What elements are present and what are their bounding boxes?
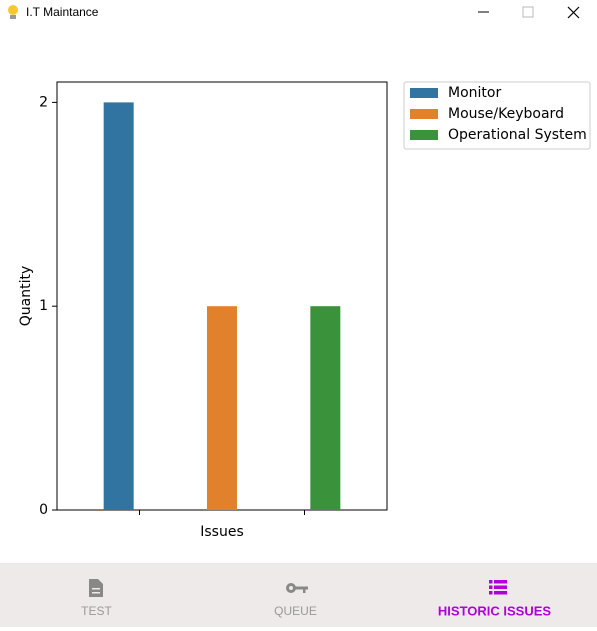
window-title: I.T Maintance bbox=[26, 5, 99, 19]
y-axis-label: Quantity bbox=[18, 266, 34, 327]
historic-icon bbox=[489, 580, 507, 595]
legend-label: Monitor bbox=[448, 85, 501, 101]
bar bbox=[207, 306, 237, 510]
chart: 0 1 2 Issues Quantity Monitor Mouse/Keyboard Op… bbox=[18, 81, 591, 540]
legend-swatch bbox=[410, 130, 438, 140]
tab-label[interactable]: HISTORIC ISSUES bbox=[438, 603, 552, 618]
bar bbox=[103, 102, 134, 510]
maximize-button[interactable] bbox=[522, 6, 534, 18]
legend-swatch bbox=[410, 109, 438, 119]
legend-label: Operational System bbox=[448, 127, 587, 143]
test-icon bbox=[89, 579, 103, 597]
bar bbox=[310, 306, 341, 510]
y-tick-label: 0 bbox=[39, 502, 48, 518]
legend-box bbox=[403, 81, 591, 150]
legend-label: Mouse/Keyboard bbox=[448, 106, 564, 122]
y-tick-label: 1 bbox=[39, 298, 48, 314]
y-tick-label: 2 bbox=[39, 94, 48, 110]
app-icon bbox=[8, 5, 18, 19]
queue-icon bbox=[286, 583, 308, 593]
tab-label[interactable]: TEST bbox=[81, 604, 112, 618]
x-axis-label: Issues bbox=[200, 524, 244, 540]
tab-label[interactable]: QUEUE bbox=[274, 604, 317, 618]
close-button[interactable] bbox=[567, 6, 580, 19]
legend-swatch bbox=[410, 88, 438, 98]
